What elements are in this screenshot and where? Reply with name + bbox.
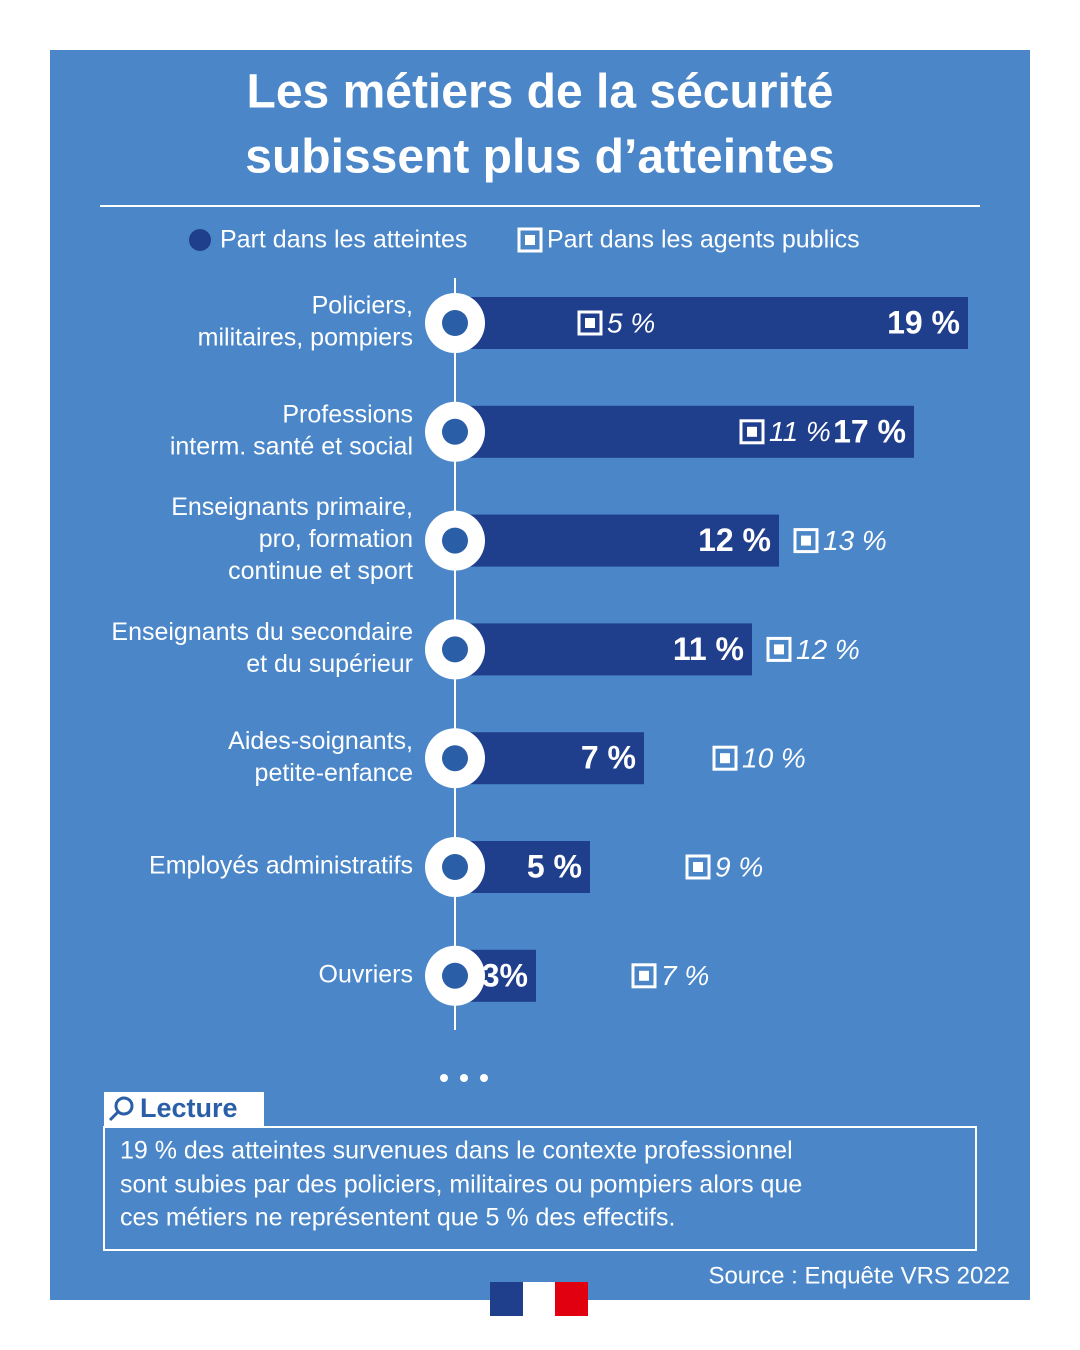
reading-text: sont subies par des policiers, militaire…: [120, 1171, 802, 1199]
marker-core: [801, 535, 811, 546]
category-label: Professions: [282, 400, 413, 428]
marker: [577, 310, 603, 336]
legend-swatch: [525, 235, 535, 245]
category-label: et du supérieur: [246, 650, 413, 678]
marker-value-label: 7 %: [661, 960, 709, 991]
bar-value-label: 3%: [482, 957, 528, 993]
reading-text: ces métiers ne représentent que 5 % des …: [120, 1204, 675, 1232]
category-label: interm. santé et social: [170, 432, 413, 460]
legend-label: Part dans les agents publics: [547, 226, 860, 254]
marker-core: [774, 644, 784, 655]
marker: [766, 636, 792, 662]
reading-box: [103, 1126, 977, 1251]
marker-value-label: 5 %: [607, 307, 655, 338]
bar-value-label: 19 %: [887, 304, 960, 340]
marker: [793, 528, 819, 554]
category-label: Enseignants du secondaire: [111, 618, 413, 646]
icon: [442, 745, 468, 772]
legend-swatch: [517, 227, 543, 253]
marker-value-label: 11 %: [769, 416, 831, 447]
bar: [455, 623, 752, 676]
icon: [442, 418, 468, 445]
bar: [455, 405, 914, 458]
category-label: Enseignants primaire,: [171, 493, 413, 521]
chart-title: Les métiers de la sécurité: [247, 66, 834, 119]
reading-icon: [114, 1096, 134, 1116]
category-label: Aides-soignants,: [228, 727, 413, 755]
category-label: militaires, pompiers: [198, 324, 413, 352]
logo: [523, 1282, 555, 1316]
marker: [712, 745, 738, 771]
icon: [442, 854, 468, 880]
bar: [455, 514, 779, 567]
logo: [490, 1282, 523, 1316]
legend-swatch: [189, 229, 211, 251]
category-label: Employés administratifs: [149, 852, 413, 880]
logo: [555, 1282, 588, 1316]
bar-value-label: 11 %: [673, 631, 744, 667]
category-label: Ouvriers: [319, 960, 413, 988]
bar-value-label: 5 %: [527, 848, 582, 884]
marker-core: [639, 970, 649, 981]
marker: [739, 419, 765, 445]
marker-core: [720, 753, 730, 764]
legend-label: Part dans les atteintes: [220, 226, 467, 254]
marker: [631, 963, 657, 989]
marker-core: [693, 862, 703, 872]
dots: [460, 1074, 468, 1082]
bar-value-label: 12 %: [698, 522, 771, 558]
reading-title: Lecture: [140, 1093, 238, 1123]
marker-value-label: 9 %: [715, 851, 763, 882]
icon: [442, 962, 468, 989]
marker: [685, 854, 711, 880]
chart-title: subissent plus d’atteintes: [245, 131, 834, 184]
reading-icon: [108, 1110, 120, 1122]
bar-value-label: 7 %: [581, 740, 636, 776]
icon: [442, 636, 468, 663]
category-label: pro, formation: [259, 525, 413, 553]
marker-value-label: 10 %: [742, 743, 806, 774]
bar-value-label: 17 %: [833, 413, 906, 449]
bar: [455, 297, 968, 349]
marker-core: [585, 318, 595, 328]
category-label: petite-enfance: [255, 759, 413, 787]
marker-value-label: 13 %: [823, 525, 887, 556]
dots: [440, 1074, 448, 1082]
bar: [455, 732, 644, 785]
marker-core: [747, 426, 757, 437]
marker-value-label: 12 %: [796, 634, 860, 665]
category-label: continue et sport: [228, 557, 413, 585]
icon: [442, 310, 468, 336]
source: Source : Enquête VRS 2022: [708, 1262, 1010, 1289]
dots: [480, 1074, 488, 1082]
icon: [442, 527, 468, 554]
reading-text: 19 % des atteintes survenues dans le con…: [120, 1137, 793, 1165]
category-label: Policiers,: [312, 292, 413, 320]
